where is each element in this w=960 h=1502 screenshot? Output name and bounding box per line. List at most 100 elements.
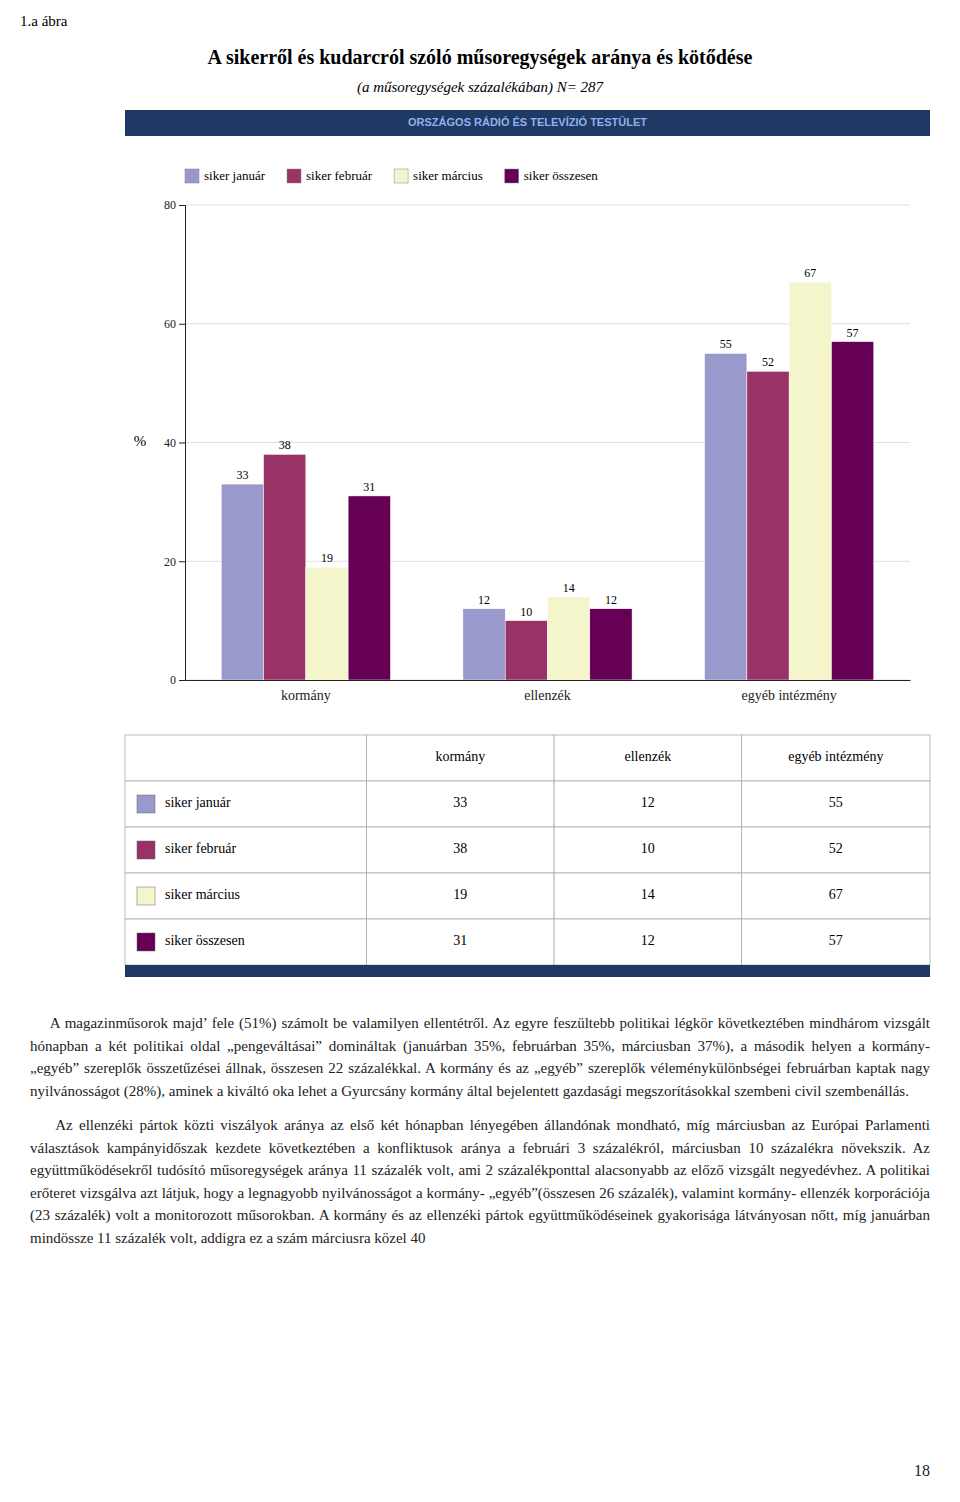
body-paragraph: Az ellenzéki pártok közti viszályok arán…	[30, 1114, 930, 1249]
header-bar	[125, 110, 930, 136]
table-cell	[367, 735, 555, 781]
table-row-label: siker február	[165, 841, 236, 856]
table-cell	[125, 919, 367, 965]
y-tick: 60	[164, 317, 185, 331]
bar	[348, 496, 390, 680]
bar	[264, 454, 306, 680]
table-swatch	[137, 933, 155, 951]
table-row-label: siker január	[165, 795, 231, 810]
table-swatch	[137, 887, 155, 905]
chart-title: A sikerről és kudarcról szóló műsoregysé…	[208, 46, 753, 69]
grid	[185, 205, 910, 680]
y-tick-label: 80	[164, 198, 176, 212]
bar	[548, 597, 590, 680]
table-value: 33	[453, 795, 467, 810]
bar	[505, 621, 547, 680]
y-tick-mark	[179, 205, 185, 206]
table-value: 10	[641, 841, 655, 856]
y-axis-line	[179, 206, 186, 681]
legend: siker januársiker februársiker márciussi…	[185, 168, 598, 183]
x-tick-label: kormány	[281, 688, 331, 703]
y-tick: 80	[164, 198, 185, 212]
table-cell	[554, 827, 742, 873]
y-axis-label: %	[134, 433, 147, 449]
data-label: 33	[236, 468, 248, 482]
bar	[306, 567, 348, 680]
data-label: 31	[363, 480, 375, 494]
legend-entry: siker január	[185, 168, 266, 183]
y-tick: 0	[170, 673, 185, 687]
table-cell	[125, 735, 367, 781]
data-label: 14	[563, 581, 575, 595]
table-swatch	[137, 841, 155, 859]
table-header: kormány	[435, 749, 485, 764]
legend-label: siker összesen	[524, 168, 599, 183]
table-value: 38	[453, 841, 467, 856]
bar	[831, 342, 873, 680]
legend-entry: siker március	[394, 168, 483, 183]
legend-swatch	[394, 169, 408, 183]
table-value: 14	[641, 887, 655, 902]
y-tick-label: 20	[164, 555, 176, 569]
table-cell	[554, 735, 742, 781]
table-value: 12	[641, 933, 655, 948]
y-tick: 20	[164, 555, 185, 569]
footer-bar	[125, 965, 930, 977]
table-cell	[367, 781, 555, 827]
data-label: 38	[279, 438, 291, 452]
data-label: 52	[762, 355, 774, 369]
body-paragraph: A magazinműsorok majd’ fele (51%) számol…	[30, 1012, 930, 1102]
table-cell	[742, 873, 930, 919]
y-tick-mark	[179, 561, 185, 562]
table-value: 12	[641, 795, 655, 810]
table-cell	[554, 919, 742, 965]
bar	[747, 371, 789, 680]
y-tick-mark	[179, 680, 185, 681]
y-tick-label: 40	[164, 436, 176, 450]
bar	[789, 282, 831, 680]
legend-swatch	[287, 169, 301, 183]
table-header: ellenzék	[625, 749, 672, 764]
table-cell	[742, 781, 930, 827]
table-row-label: siker március	[165, 887, 240, 902]
y-tick-mark	[179, 443, 185, 444]
table-header: egyéb intézmény	[788, 749, 883, 764]
y-tick-mark	[179, 324, 185, 325]
data-label: 19	[321, 551, 333, 565]
legend-label: siker január	[204, 168, 266, 183]
y-axis: 0 20 40 60 80	[164, 198, 186, 687]
header-text: ORSZÁGOS RÁDIÓ ÉS TELEVÍZIÓ TESTÜLET	[408, 116, 647, 128]
x-tick: kormány	[281, 680, 331, 703]
table-cell	[742, 827, 930, 873]
page-number: 18	[914, 1462, 930, 1480]
x-axis-line	[186, 680, 911, 681]
bar	[463, 609, 505, 680]
y-tick-label: 60	[164, 317, 176, 331]
table-value: 31	[453, 933, 467, 948]
table-value: 67	[829, 887, 843, 902]
bar	[705, 353, 747, 680]
data-label: 55	[720, 337, 732, 351]
table-value: 55	[829, 795, 843, 810]
table-cell	[554, 781, 742, 827]
data-label: 12	[605, 593, 617, 607]
data-label: 67	[804, 266, 816, 280]
x-tick-label: ellenzék	[524, 688, 571, 703]
y-tick-label: 0	[170, 673, 176, 687]
legend-swatch	[505, 169, 519, 183]
bars	[221, 282, 874, 680]
table-cell	[742, 735, 930, 781]
table: kormány ellenzék egyéb intézmény siker janu…	[125, 735, 930, 965]
data-label: 57	[847, 326, 859, 340]
table-swatch	[137, 795, 155, 813]
body-text: A magazinműsorok majd’ fele (51%) számol…	[30, 1012, 930, 1261]
legend-swatch	[185, 169, 199, 183]
data-labels: 331255381052191467311257	[236, 266, 858, 618]
x-tick: egyéb intézmény	[742, 680, 837, 703]
bar	[590, 609, 632, 680]
table-cell	[125, 781, 367, 827]
chart-subtitle: (a műsoregységek százalékában) N= 287	[357, 79, 605, 96]
data-label: 10	[520, 605, 532, 619]
table-cell	[367, 827, 555, 873]
table-cell	[367, 873, 555, 919]
